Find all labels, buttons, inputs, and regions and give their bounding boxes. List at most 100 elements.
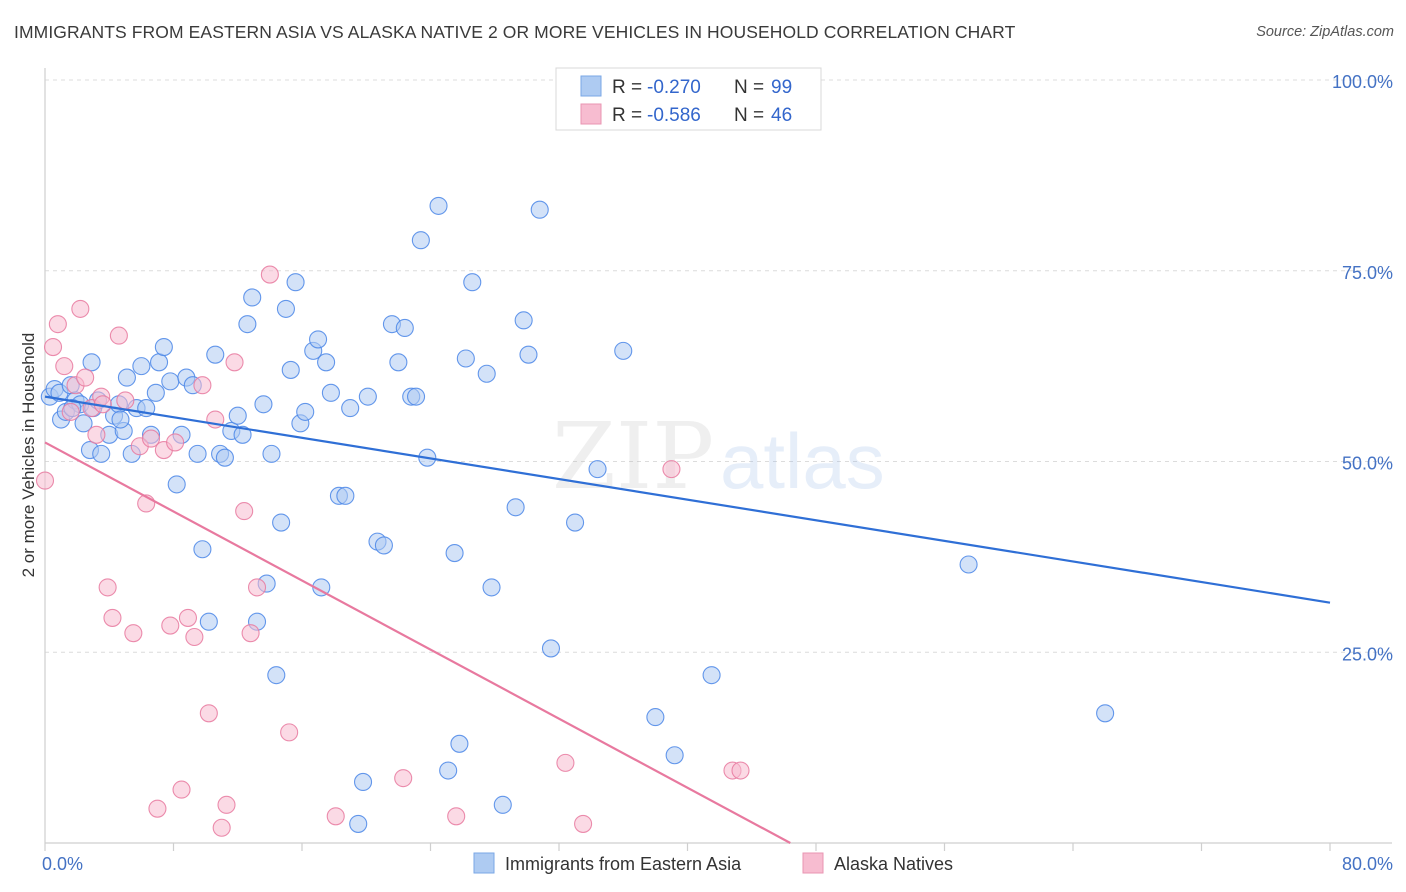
legend-n-label-1: N = — [734, 77, 764, 98]
chart-title: IMMIGRANTS FROM EASTERN ASIA VS ALASKA N… — [14, 22, 1016, 42]
data-point-eastern-asia — [341, 399, 360, 418]
data-point-alaska-natives — [172, 780, 191, 799]
series-alaska-natives-points — [35, 265, 750, 837]
data-point-eastern-asia — [238, 315, 257, 334]
data-point-eastern-asia — [456, 349, 475, 368]
data-point-eastern-asia — [149, 353, 169, 372]
data-point-eastern-asia — [353, 772, 373, 792]
y-tick-label: 50.0% — [1342, 454, 1393, 474]
data-point-alaska-natives — [185, 627, 204, 647]
trend-line-alaska-natives — [44, 441, 791, 844]
bottom-legend-label-alaska-natives: Alaska Natives — [834, 854, 953, 874]
data-point-eastern-asia — [262, 444, 281, 463]
data-point-alaska-natives — [280, 723, 299, 742]
data-point-eastern-asia — [406, 387, 426, 406]
data-point-eastern-asia — [154, 337, 173, 357]
data-point-eastern-asia — [530, 200, 549, 219]
data-point-eastern-asia — [206, 345, 225, 364]
data-point-alaska-natives — [574, 814, 593, 833]
data-point-eastern-asia — [493, 795, 512, 814]
data-point-eastern-asia — [429, 196, 448, 215]
data-point-eastern-asia — [82, 353, 101, 372]
data-point-alaska-natives — [394, 769, 413, 788]
data-point-eastern-asia — [336, 486, 355, 505]
gridlines — [45, 79, 1392, 653]
axes — [44, 68, 1392, 851]
data-point-eastern-asia — [215, 448, 234, 467]
data-point-eastern-asia — [514, 311, 533, 330]
data-point-eastern-asia — [146, 383, 165, 402]
bottom-legend-swatch-alaska-natives — [802, 852, 824, 874]
y-tick-label: 25.0% — [1342, 644, 1393, 664]
data-point-eastern-asia — [267, 666, 286, 685]
data-point-alaska-natives — [87, 425, 106, 444]
data-point-eastern-asia — [374, 536, 393, 555]
data-point-alaska-natives — [161, 616, 180, 635]
legend-r-value-2: -0.586 — [647, 105, 701, 126]
data-point-eastern-asia — [588, 460, 607, 479]
data-point-alaska-natives — [241, 624, 260, 643]
data-point-eastern-asia — [349, 814, 368, 833]
data-point-eastern-asia — [117, 368, 136, 387]
data-point-eastern-asia — [243, 288, 262, 307]
data-point-eastern-asia — [188, 444, 207, 463]
legend-n-label-2: N = — [734, 105, 764, 126]
data-point-eastern-asia — [566, 513, 585, 532]
data-point-eastern-asia — [395, 318, 414, 338]
data-point-alaska-natives — [61, 402, 80, 421]
data-point-alaska-natives — [71, 299, 90, 318]
data-point-eastern-asia — [439, 761, 458, 780]
legend-r-label-1: R = — [612, 77, 642, 98]
series-eastern-asia-points — [40, 196, 1115, 833]
y-tick-label: 100.0% — [1332, 72, 1393, 92]
data-point-eastern-asia — [411, 231, 430, 250]
data-point-alaska-natives — [148, 799, 167, 818]
data-point-eastern-asia — [276, 299, 295, 318]
data-point-alaska-natives — [247, 578, 267, 597]
data-point-alaska-natives — [326, 807, 345, 826]
data-point-alaska-natives — [166, 433, 185, 452]
data-point-alaska-natives — [98, 578, 117, 597]
data-point-eastern-asia — [519, 345, 538, 364]
data-point-eastern-asia — [317, 353, 336, 372]
data-point-alaska-natives — [141, 429, 161, 448]
trend-line-eastern-asia — [44, 395, 1331, 604]
data-point-eastern-asia — [665, 746, 684, 765]
data-point-alaska-natives — [662, 460, 681, 479]
data-point-alaska-natives — [124, 624, 143, 643]
data-point-alaska-natives — [43, 337, 63, 357]
data-point-eastern-asia — [286, 273, 305, 292]
bottom-legend-swatch-eastern-asia — [473, 852, 495, 874]
data-point-alaska-natives — [103, 608, 122, 627]
data-point-alaska-natives — [225, 353, 244, 372]
data-point-eastern-asia — [358, 387, 377, 406]
correlation-legend: R = -0.270 N = 99 R = -0.586 N = 46 — [555, 67, 822, 131]
data-point-eastern-asia — [254, 395, 273, 414]
watermark-atlas: atlas — [720, 417, 885, 505]
data-point-eastern-asia — [1096, 704, 1115, 723]
tick-labels: 25.0% 50.0% 75.0% 100.0% 0.0% 80.0% — [42, 72, 1393, 874]
data-point-eastern-asia — [228, 406, 247, 425]
data-point-eastern-asia — [74, 414, 93, 433]
data-point-eastern-asia — [389, 353, 408, 372]
data-point-eastern-asia — [477, 364, 496, 383]
data-point-eastern-asia — [193, 540, 212, 559]
data-point-alaska-natives — [260, 265, 279, 284]
data-point-alaska-natives — [109, 326, 128, 345]
data-point-eastern-asia — [272, 513, 291, 532]
source-label: Source: ZipAtlas.com — [1256, 24, 1394, 40]
data-point-alaska-natives — [447, 807, 466, 826]
data-point-alaska-natives — [217, 795, 236, 814]
legend-n-value-2: 46 — [771, 105, 792, 126]
y-axis-title: 2 or more Vehicles in Household — [19, 333, 38, 578]
legend-r-label-2: R = — [612, 105, 642, 126]
data-point-alaska-natives — [76, 368, 95, 387]
bottom-legend-label-eastern-asia: Immigrants from Eastern Asia — [505, 854, 742, 874]
data-point-eastern-asia — [92, 444, 111, 463]
data-point-eastern-asia — [321, 383, 340, 402]
legend-swatch-eastern-asia — [580, 75, 602, 97]
data-point-alaska-natives — [178, 608, 198, 627]
x-tick-label: 0.0% — [42, 854, 83, 874]
data-point-eastern-asia — [233, 425, 252, 444]
y-tick-label: 75.0% — [1342, 263, 1393, 283]
